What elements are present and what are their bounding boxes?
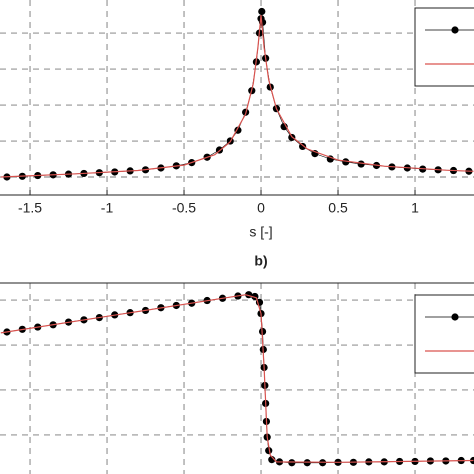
legend-marker — [451, 26, 459, 34]
panel-label: b) — [254, 253, 267, 269]
data-point — [303, 459, 311, 467]
x-tick-label: 1 — [411, 200, 419, 216]
data-point — [357, 160, 365, 168]
legend-box — [414, 294, 474, 374]
data-point — [288, 459, 296, 467]
x-tick-label: 0 — [257, 200, 265, 216]
data-point — [268, 456, 276, 464]
data-point — [342, 158, 350, 166]
data-line — [6, 11, 469, 178]
data-point — [265, 447, 273, 455]
x-tick-label: -0.5 — [172, 200, 196, 216]
x-tick-label: -1 — [101, 200, 114, 216]
data-point — [258, 7, 266, 16]
fit-line — [0, 15, 474, 178]
fit-line — [0, 294, 474, 463]
data-point — [299, 142, 307, 151]
legend-marker — [451, 313, 459, 321]
legend-box — [414, 7, 474, 87]
x-axis-label: s [-] — [249, 224, 272, 240]
data-line — [6, 294, 474, 464]
x-tick-label: -1.5 — [18, 200, 42, 216]
x-tick-label: 0.5 — [328, 200, 348, 216]
